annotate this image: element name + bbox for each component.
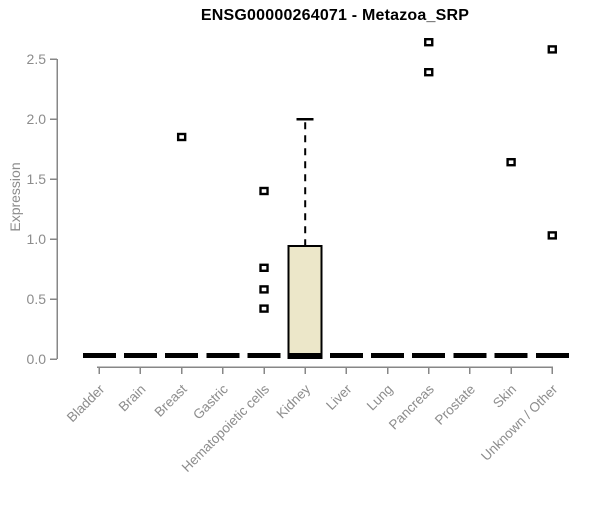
category-label: Kidney: [274, 381, 314, 421]
outlier-point: [547, 45, 557, 54]
y-tick-label: 2.5: [27, 51, 47, 67]
outlier-point: [506, 157, 516, 167]
category-label: Brain: [116, 382, 149, 415]
outlier-point: [259, 186, 269, 196]
box: [287, 245, 323, 359]
outlier-point: [176, 132, 187, 142]
y-tick-label: 2.0: [27, 111, 47, 127]
outlier-point: [547, 231, 557, 240]
chart-title: ENSG00000264071 - Metazoa_SRP: [200, 7, 470, 24]
category-label: Gastric: [190, 381, 231, 422]
category-label: Liver: [323, 381, 355, 413]
category-label: Breast: [152, 381, 190, 419]
category-label: Prostate: [432, 382, 478, 428]
outlier-point: [424, 38, 434, 47]
y-tick-label: 0.5: [27, 291, 47, 307]
category-label: Skin: [490, 382, 519, 411]
category-label: Pancreas: [386, 381, 437, 432]
y-tick-label: 1.5: [27, 171, 47, 187]
category-label: Bladder: [64, 381, 108, 425]
category-label: Unknown / Other: [478, 381, 561, 464]
y-axis-label: Expression: [7, 162, 23, 232]
outlier-point: [259, 304, 269, 313]
outlier-point: [259, 263, 269, 272]
y-tick-label: 1.0: [27, 231, 47, 247]
y-tick-label: 0.0: [27, 351, 47, 367]
outlier-point: [259, 285, 269, 294]
outlier-point: [424, 67, 434, 77]
category-label: Lung: [364, 382, 396, 414]
